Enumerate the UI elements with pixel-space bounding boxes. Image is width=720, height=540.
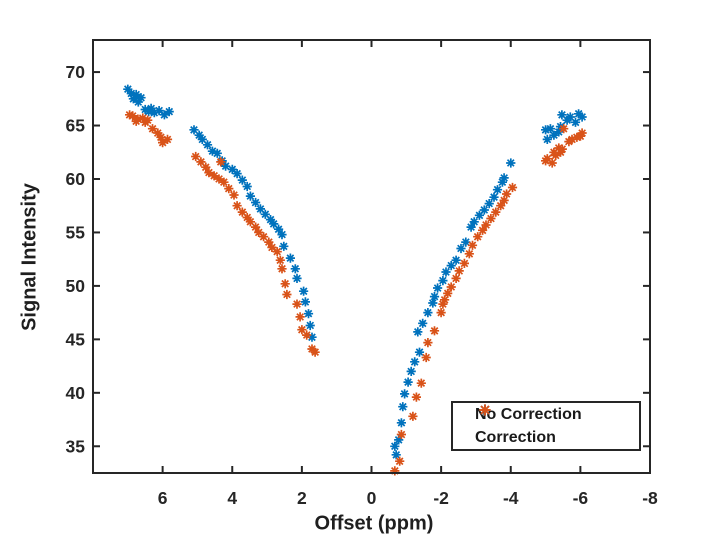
x-tick-label: -4 [503,488,519,508]
x-axis-label: Offset (ppm) [314,512,434,535]
y-tick-label: 55 [66,222,86,242]
y-tick-label: 70 [66,62,86,82]
x-tick-label: 6 [158,488,168,508]
y-tick-label: 35 [66,436,86,456]
legend-label: No Correction [475,405,582,423]
y-axis-label: Signal Intensity [18,183,41,331]
y-tick-label: 60 [66,169,86,189]
legend-entry-correction: Correction [453,404,639,449]
x-tick-label: 0 [367,488,377,508]
x-tick-label: -8 [642,488,658,508]
x-tick-label: 4 [227,488,237,508]
legend-label: Correction [475,428,556,446]
y-tick-label: 40 [66,383,86,403]
series-points-correction [125,110,587,476]
legend: No Correction Correction [451,401,641,451]
y-tick-label: 45 [66,329,86,349]
y-tick-label: 65 [66,116,86,136]
legend-asterisk [479,404,491,416]
y-tick-label: 50 [66,276,86,296]
x-tick-label: -6 [573,488,589,508]
x-tick-label: 2 [297,488,307,508]
asterisk-marker-icon [479,404,491,416]
x-tick-label: -2 [433,488,449,508]
